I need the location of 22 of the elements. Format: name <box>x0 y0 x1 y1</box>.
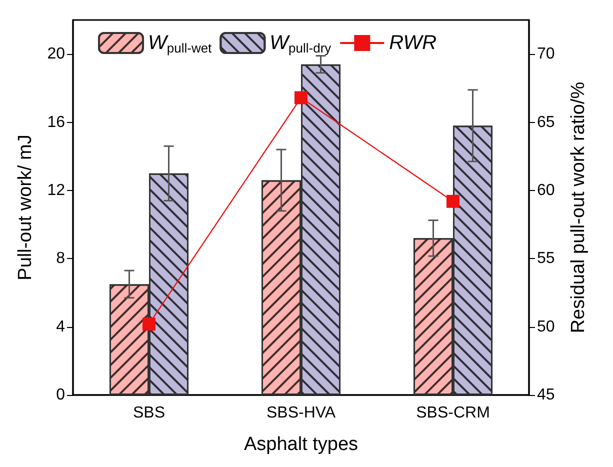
y2-tick-label: 70 <box>537 46 555 63</box>
legend-label: RWR <box>389 32 437 54</box>
x-axis-title: Asphalt types <box>244 434 358 455</box>
y2-tick-label: 55 <box>537 250 555 268</box>
y-tick-label: 20 <box>47 46 66 63</box>
point <box>446 194 460 208</box>
y-tick-label: 12 <box>47 182 66 199</box>
y-axis-title: Pull-out work/ mJ <box>15 134 36 280</box>
x-tick-label: SBS-HVA <box>266 404 336 422</box>
y-tick-label: 4 <box>56 318 66 336</box>
y2-tick-label: 60 <box>537 182 555 199</box>
y-tick-label: 8 <box>56 250 66 268</box>
point <box>142 318 156 331</box>
y2-axis-title: Residual pull-out work ratio/% <box>568 82 589 334</box>
y2-tick-label: 45 <box>537 386 555 404</box>
y-tick-label: 0 <box>56 386 66 404</box>
point <box>294 91 308 104</box>
y2-tick-label: 50 <box>537 318 555 336</box>
y2-tick-label: 65 <box>537 114 555 131</box>
x-tick-label: SBS <box>132 404 166 422</box>
y-tick-label: 16 <box>47 114 66 131</box>
x-tick-label: SBS-CRM <box>416 404 490 422</box>
